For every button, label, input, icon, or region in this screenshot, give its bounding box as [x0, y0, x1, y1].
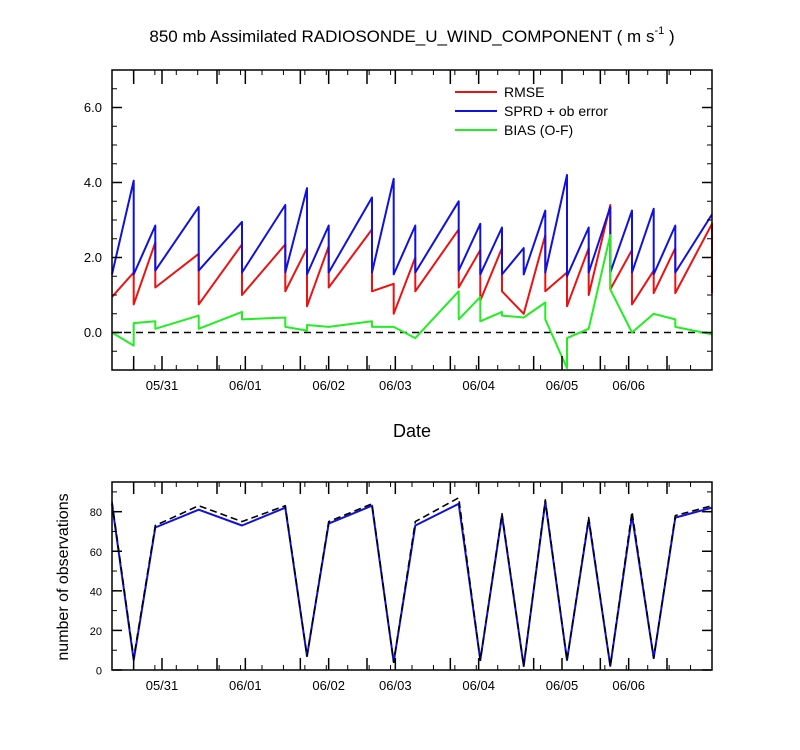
legend: RMSE SPRD + ob error BIAS (O-F)	[455, 84, 608, 138]
chart-title: 850 mb Assimilated RADIOSONDE_U_WIND_COM…	[149, 25, 674, 46]
top-y-axis: 0.0 2.0 4.0 6.0	[84, 69, 712, 371]
x-tick-label: 05/31	[146, 678, 179, 693]
top-plot-frame	[111, 69, 713, 371]
x-tick-label: 06/05	[546, 378, 579, 393]
legend-label: SPRD + ob error	[504, 103, 608, 119]
bottom-chart: 0 20 40 60 80 05/31 06/01 06/02 06/03 06/04 06/05…	[55, 481, 713, 693]
y-tick-label: 80	[90, 507, 102, 519]
x-tick-label: 06/06	[612, 678, 645, 693]
y-tick-label: 6.0	[84, 100, 102, 115]
top-chart: 850 mb Assimilated RADIOSONDE_U_WIND_COM…	[84, 25, 713, 441]
bottom-series-lines	[111, 497, 713, 667]
x-tick-label: 06/01	[229, 678, 262, 693]
y-tick-label: 0	[96, 666, 102, 678]
y-axis-label-observations: number of observations	[55, 493, 72, 660]
top-series-lines	[111, 174, 713, 370]
y-tick-label: 60	[90, 547, 102, 559]
bottom-y-axis: 0 20 40 60 80	[90, 491, 712, 678]
series-line-bias-o-f	[111, 234, 713, 370]
x-tick-label: 06/06	[612, 378, 645, 393]
x-tick-label: 06/05	[546, 678, 579, 693]
x-tick-label: 06/02	[312, 378, 345, 393]
legend-label: RMSE	[504, 84, 544, 100]
bottom-x-axis: 05/31 06/01 06/02 06/03 06/04 06/05 06/06	[111, 482, 713, 693]
x-tick-label: 06/03	[379, 378, 412, 393]
y-tick-label: 4.0	[84, 175, 102, 190]
top-x-axis: 05/31 06/01 06/02 06/03 06/04 06/05 06/06	[111, 70, 713, 393]
x-axis-label: Date	[393, 421, 431, 441]
x-tick-label: 06/04	[462, 678, 495, 693]
y-tick-label: 40	[90, 586, 102, 598]
x-tick-label: 06/01	[229, 378, 262, 393]
x-tick-label: 06/03	[379, 678, 412, 693]
legend-label: BIAS (O-F)	[504, 122, 573, 138]
x-tick-label: 06/02	[312, 678, 345, 693]
y-tick-label: 2.0	[84, 250, 102, 265]
y-tick-label: 0.0	[84, 325, 102, 340]
series-line-possible-observations	[111, 497, 713, 667]
x-tick-label: 06/04	[462, 378, 495, 393]
y-tick-label: 20	[90, 626, 102, 638]
series-line-sprd-ob-error	[111, 174, 713, 278]
series-line-rmse	[111, 204, 713, 315]
x-tick-label: 05/31	[146, 378, 179, 393]
